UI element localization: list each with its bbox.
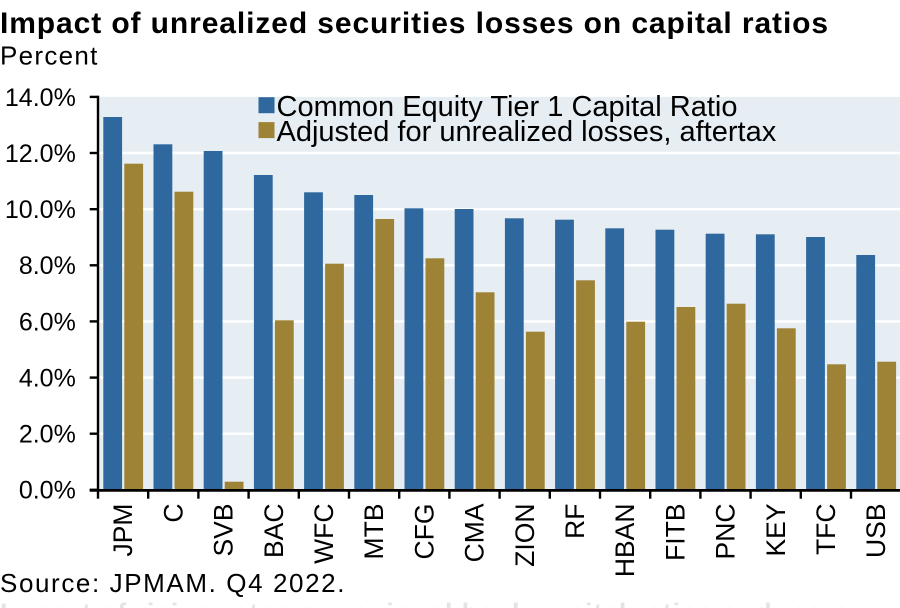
svg-text:SVB: SVB bbox=[209, 504, 239, 557]
svg-text:14.0%: 14.0% bbox=[5, 84, 76, 112]
svg-text:6.0%: 6.0% bbox=[19, 308, 76, 336]
svg-text:Percent: Percent bbox=[0, 40, 99, 70]
svg-text:JPM: JPM bbox=[108, 504, 138, 557]
svg-text:Impact of unrealized securitie: Impact of unrealized securities losses o… bbox=[0, 7, 829, 40]
svg-text:HBAN: HBAN bbox=[610, 504, 640, 578]
svg-text:WFC: WFC bbox=[309, 504, 339, 564]
svg-text:CMA: CMA bbox=[460, 503, 490, 562]
svg-text:CFG: CFG bbox=[409, 504, 439, 560]
svg-text:0.0%: 0.0% bbox=[19, 477, 76, 505]
svg-text:2.0%: 2.0% bbox=[19, 421, 76, 449]
svg-text:Source: JPMAM. Q4 2022.: Source: JPMAM. Q4 2022. bbox=[0, 568, 346, 598]
svg-text:TFC: TFC bbox=[811, 504, 841, 556]
svg-text:8.0%: 8.0% bbox=[19, 252, 76, 280]
svg-text:Common Equity Tier 1 Capital R: Common Equity Tier 1 Capital Ratio bbox=[277, 91, 738, 123]
svg-text:MTB: MTB bbox=[359, 504, 389, 560]
svg-text:Impact of rising rates on regi: Impact of rising rates on regional bank … bbox=[0, 598, 850, 608]
svg-text:USB: USB bbox=[861, 504, 891, 559]
svg-text:RF: RF bbox=[560, 504, 590, 539]
svg-text:FITB: FITB bbox=[660, 504, 690, 561]
svg-text:BAC: BAC bbox=[259, 504, 289, 559]
svg-text:Adjusted for unrealized losses: Adjusted for unrealized losses, aftertax bbox=[277, 116, 777, 148]
svg-text:4.0%: 4.0% bbox=[19, 364, 76, 392]
svg-text:KEY: KEY bbox=[761, 503, 791, 556]
svg-text:C: C bbox=[158, 504, 188, 523]
svg-text:ZION: ZION bbox=[510, 504, 540, 567]
svg-text:12.0%: 12.0% bbox=[5, 140, 76, 168]
svg-text:PNC: PNC bbox=[711, 504, 741, 560]
svg-text:10.0%: 10.0% bbox=[5, 196, 76, 224]
